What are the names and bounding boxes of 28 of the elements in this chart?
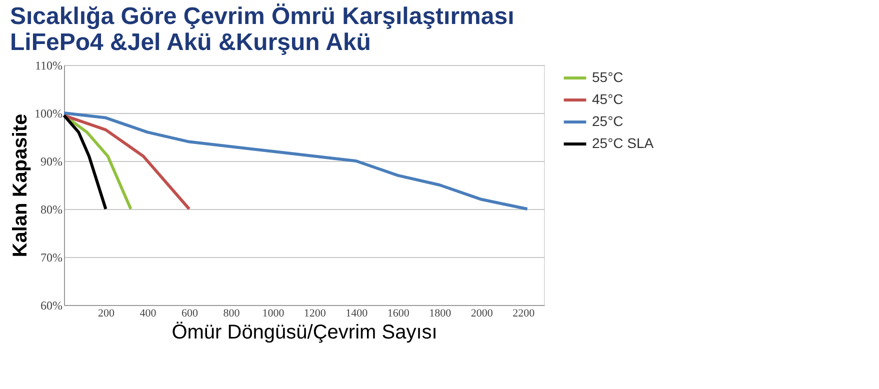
x-tick-label: 2200 — [512, 308, 536, 320]
y-axis-title: Kalan Kapasite — [10, 114, 32, 258]
line-series — [62, 114, 108, 210]
x-tick-label: 1400 — [346, 308, 368, 320]
x-axis-title: Ömür Döngüsü/Çevrim Sayısı — [172, 322, 438, 344]
x-tick-label: 1800 — [429, 308, 452, 320]
x-tick-label: 800 — [223, 308, 240, 320]
y-tick-label: 80% — [40, 202, 62, 216]
text: LiFePo4 &Jel Akü &Kurşun Akü — [10, 29, 371, 56]
line-series — [62, 114, 191, 210]
line-series — [62, 112, 529, 210]
x-tick-label: 1000 — [262, 308, 285, 320]
text: Sıcaklığa Göre Çevrim Ömrü Karşılaştırması — [10, 3, 514, 30]
legend-label: 55°C — [592, 69, 624, 85]
x-tick-label: 1200 — [304, 308, 326, 320]
legend-label: 25°C SLA — [592, 135, 654, 151]
x-tick-label: 2000 — [470, 308, 494, 320]
x-tick-label: 600 — [181, 308, 198, 320]
y-tick-label: 110% — [34, 58, 62, 72]
x-tick-label: 1600 — [387, 308, 410, 320]
x-tick-label: 400 — [140, 308, 157, 320]
y-tick-label: 100% — [34, 106, 62, 120]
x-tick-label: 200 — [98, 308, 115, 320]
y-tick-label: 60% — [40, 298, 62, 312]
legend-label: 25°C — [592, 113, 624, 129]
legend-label: 45°C — [592, 91, 624, 107]
y-tick-label: 70% — [40, 250, 62, 264]
y-tick-label: 90% — [40, 154, 62, 168]
